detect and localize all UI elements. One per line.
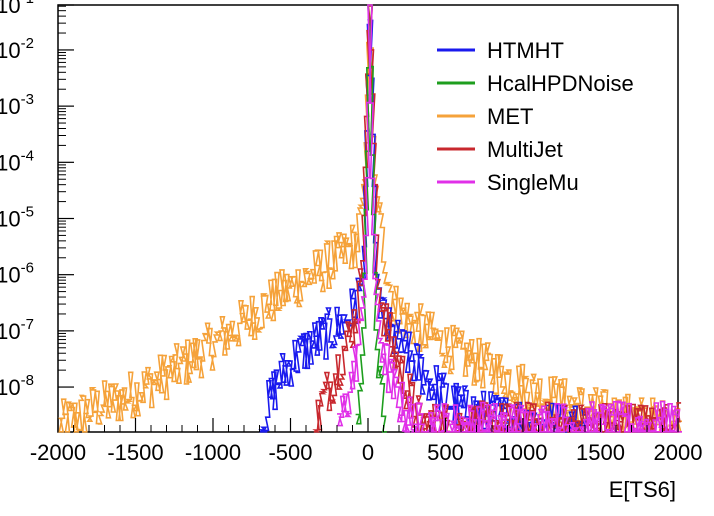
y-tick-label: 10-6	[0, 260, 34, 288]
y-axis: 10-110-210-310-410-510-610-710-8	[0, 0, 74, 400]
x-tick-label: 1500	[576, 440, 625, 465]
x-tick-label: -1500	[107, 440, 163, 465]
y-tick-exponent: -5	[21, 204, 34, 221]
x-tick-label: 2000	[654, 440, 703, 465]
legend-label: MultiJet	[487, 137, 563, 162]
legend-label: SingleMu	[487, 170, 579, 195]
y-tick-base: 10	[0, 375, 21, 400]
x-tick-label: -1000	[185, 440, 241, 465]
x-axis-label: E[TS6]	[609, 477, 676, 502]
x-tick-label: 0	[362, 440, 374, 465]
series-hcalhpdnoise-line	[355, 4, 387, 433]
y-tick-exponent: -4	[21, 147, 34, 164]
y-tick-exponent: -1	[21, 0, 34, 7]
y-tick-label: 10-2	[0, 35, 34, 63]
y-tick-base: 10	[0, 319, 21, 344]
y-tick-exponent: -8	[21, 372, 34, 389]
x-tick-label: 500	[427, 440, 464, 465]
series-layer	[58, 4, 682, 433]
y-tick-label: 10-7	[0, 316, 34, 344]
y-tick-exponent: -2	[21, 35, 34, 52]
y-tick-base: 10	[0, 0, 21, 18]
y-tick-label: 10-4	[0, 147, 34, 175]
legend-label: HTMHT	[487, 38, 564, 63]
y-tick-base: 10	[0, 150, 21, 175]
legend: HTMHT HcalHPDNoise MET MultiJet SingleMu	[437, 38, 634, 195]
x-tick-label: -2000	[30, 440, 86, 465]
x-tick-label: -500	[268, 440, 312, 465]
legend-label: MET	[487, 104, 533, 129]
y-tick-label: 10-1	[0, 0, 34, 18]
x-tick-label: 1000	[499, 440, 548, 465]
y-tick-exponent: -7	[21, 316, 34, 333]
y-tick-base: 10	[0, 94, 21, 119]
y-tick-exponent: -6	[21, 260, 34, 277]
series-singlemu-line	[337, 4, 682, 433]
y-tick-base: 10	[0, 263, 21, 288]
y-tick-base: 10	[0, 38, 21, 63]
y-tick-label: 10-3	[0, 91, 34, 119]
x-axis: -2000 -1500 -1000 -500 0 500 1000 1500 2000	[30, 418, 703, 465]
y-tick-base: 10	[0, 207, 21, 232]
y-tick-exponent: -3	[21, 91, 34, 108]
y-tick-label: 10-8	[0, 372, 34, 400]
legend-label: HcalHPDNoise	[487, 71, 634, 96]
y-tick-label: 10-5	[0, 204, 34, 232]
